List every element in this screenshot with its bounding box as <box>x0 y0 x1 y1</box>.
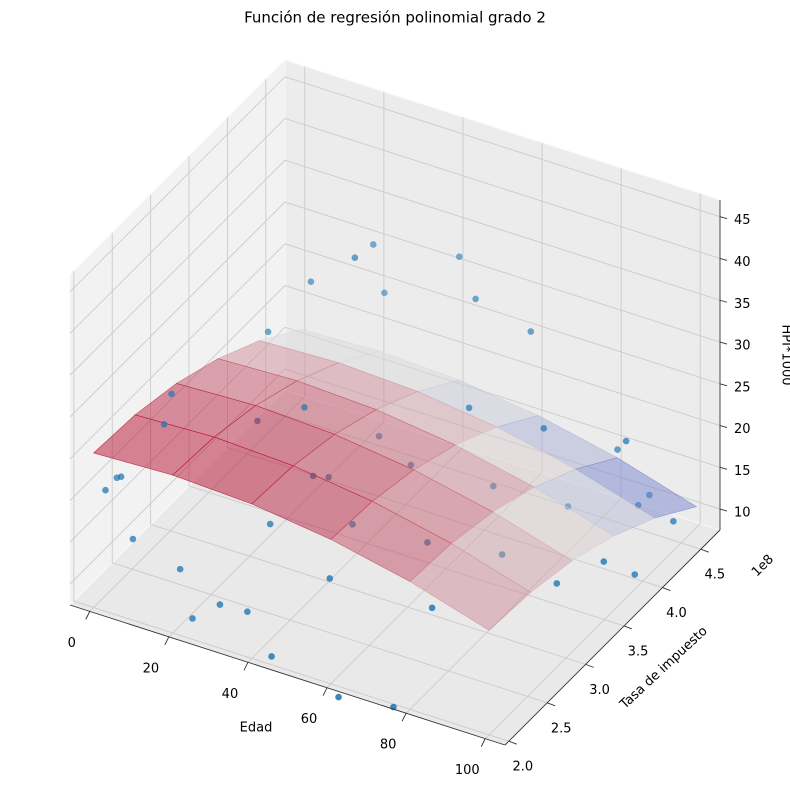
x-tick <box>164 636 170 646</box>
scatter-point <box>351 254 359 261</box>
z-grid-line <box>69 159 721 376</box>
scatter-point <box>600 558 608 565</box>
x-axis-line <box>69 604 506 746</box>
z-tick-label: 15 <box>734 464 751 479</box>
surface <box>93 328 698 631</box>
x-tick-label: 40 <box>222 687 239 702</box>
x-tick <box>85 611 91 620</box>
chart-title: Función de regresión polinomial grado 2 <box>244 9 546 27</box>
y-tick <box>662 587 671 592</box>
x-tick <box>243 662 249 671</box>
scatter-point <box>168 390 175 398</box>
scatter-point <box>456 253 463 260</box>
y-tick <box>623 625 633 630</box>
scatter-point <box>129 535 137 543</box>
scatter-point <box>307 278 315 286</box>
scatter-point <box>622 437 630 445</box>
x-tick-label: 60 <box>301 712 318 727</box>
z-tick-label: 20 <box>734 422 751 437</box>
x-tick <box>401 712 407 722</box>
scatter-point <box>113 474 121 482</box>
points-above <box>160 241 630 453</box>
y-tick-label: 4.5 <box>704 568 725 583</box>
surface-cell <box>409 543 532 631</box>
offset-text: 1e8 <box>749 552 777 580</box>
y-tick-label: 3.0 <box>589 683 610 698</box>
x-tick-label: 100 <box>455 763 480 778</box>
scatter-point <box>527 328 535 335</box>
scatter-point <box>301 404 308 411</box>
z-tick <box>719 466 728 470</box>
scatter-point <box>428 604 436 612</box>
scatter-point <box>614 446 621 453</box>
z-tick <box>719 508 728 512</box>
z-tick-label: 10 <box>734 506 751 521</box>
x-tick <box>322 687 328 696</box>
x-tick-label: 0 <box>68 636 76 651</box>
scatter-point <box>176 565 184 573</box>
z-grid-line <box>69 76 721 293</box>
z-tick <box>719 425 728 429</box>
scatter-point <box>189 615 196 622</box>
z-tick-label: 30 <box>734 339 751 354</box>
y-tick-label: 4.0 <box>666 606 687 621</box>
x-tick <box>480 738 486 747</box>
y-tick <box>700 548 709 553</box>
x-grid-line <box>484 193 701 739</box>
scatter-point <box>268 653 275 660</box>
z-tick-label: 25 <box>734 380 751 395</box>
z-tick <box>719 258 728 261</box>
y-grid-line <box>150 194 586 665</box>
y-axis-label: Tasa de impuesto <box>617 624 711 713</box>
scatter-point <box>540 424 548 432</box>
scatter-point <box>244 608 251 615</box>
y-tick-label: 2.5 <box>551 721 572 736</box>
z-grid-line <box>69 201 721 418</box>
y-tick <box>547 702 556 707</box>
y-tick <box>585 663 594 668</box>
scatter-point <box>472 295 479 303</box>
scatter-point <box>381 289 388 297</box>
scatter-point <box>670 517 677 525</box>
scatter-point <box>553 580 561 587</box>
z-tick <box>719 299 728 303</box>
scatter-point <box>160 421 168 428</box>
scatter-point <box>216 601 224 608</box>
scatter-point <box>369 241 377 248</box>
scatter-point <box>465 404 473 412</box>
y-grid-line <box>111 232 548 704</box>
z-tick <box>719 383 728 387</box>
y-axis-line <box>504 529 721 746</box>
z-grid-line <box>69 243 721 460</box>
x-tick-label: 80 <box>380 738 397 753</box>
z-tick <box>719 216 728 220</box>
z-tick-label: 40 <box>734 255 751 270</box>
scatter-point <box>102 486 109 494</box>
scatter-point <box>631 571 639 578</box>
x-axis-label: Edad <box>240 721 273 736</box>
y-tick-label: 3.5 <box>628 644 649 659</box>
y-tick <box>508 740 517 745</box>
z-tick <box>719 341 728 345</box>
y-tick-label: 2.0 <box>512 760 533 775</box>
z-tick-label: 45 <box>734 213 751 228</box>
x-tick-label: 20 <box>143 661 160 676</box>
scatter-point <box>326 575 334 582</box>
z-tick-label: 35 <box>734 297 751 312</box>
scatter-point <box>264 328 272 336</box>
scatter-point <box>335 693 342 701</box>
y-grid-line <box>73 271 509 742</box>
scatter-point <box>266 520 274 528</box>
z-grid-line <box>69 326 721 543</box>
axes: 0 20 40 60 80 100 2.0 2.5 3.0 3.5 4.0 4.5 10 15 20 25 30… <box>68 200 751 778</box>
z-axis-label: HPI*1000 <box>779 324 790 385</box>
z-grid-line <box>69 117 721 334</box>
